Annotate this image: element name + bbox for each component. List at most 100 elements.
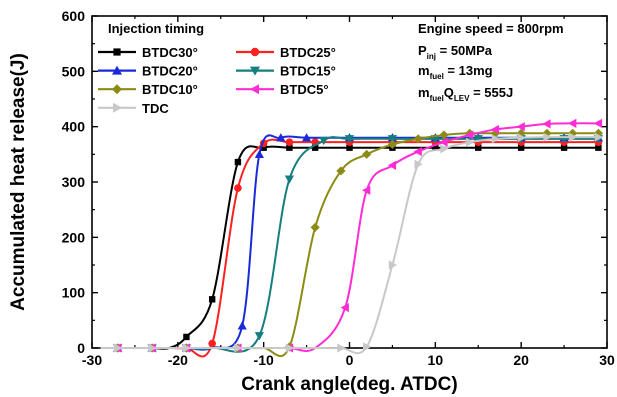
series-6-point — [440, 144, 449, 154]
annotation-line: mfuelQLEV = 555J — [418, 85, 513, 103]
series-4-point — [568, 128, 578, 138]
annotation-continuation: = 50MPa — [436, 43, 493, 58]
series-5-point — [413, 146, 422, 157]
legend-label: BTDC25° — [280, 45, 336, 60]
series-5-point — [387, 160, 397, 170]
series-0-line — [100, 145, 599, 350]
series-1 — [100, 138, 603, 358]
series-6-point — [517, 133, 526, 143]
series-6-line — [100, 136, 599, 355]
series-6-point — [594, 132, 604, 142]
series-6-point — [388, 260, 398, 270]
annotation-main: m — [418, 85, 430, 100]
series-0-point — [517, 144, 525, 151]
x-axis-title: Crank angle(deg. ATDC) — [241, 374, 457, 395]
annotation-continuation: = 13mg — [444, 63, 493, 78]
legend-title: Injection timing — [108, 21, 204, 36]
legend-label: BTDC15° — [280, 64, 336, 79]
series-0-point — [311, 144, 319, 151]
series-0-point — [260, 144, 267, 151]
series-3-line — [100, 136, 599, 353]
x-tick-label: -30 — [82, 352, 102, 368]
series-6-point — [285, 343, 295, 353]
series-6-point — [114, 343, 123, 353]
annotation-line: mfuel = 13mg — [418, 63, 493, 81]
legend-item-3: BTDC15° — [236, 64, 336, 79]
series-5-point — [542, 119, 551, 129]
series-6-point — [543, 132, 552, 142]
x-tick-label: -10 — [254, 352, 274, 368]
legend-item-1: BTDC25° — [236, 45, 336, 60]
legend-item-2: BTDC20° — [98, 64, 198, 79]
annotation-subscript: LEV — [454, 94, 470, 103]
series-1-line — [100, 138, 599, 358]
series-3-point — [344, 135, 355, 144]
series-group — [100, 118, 604, 358]
x-tick-label: 0 — [346, 352, 354, 368]
series-5-point — [516, 122, 525, 132]
series-5-point — [568, 118, 577, 128]
series-2 — [100, 133, 604, 352]
series-6 — [100, 132, 604, 355]
legend-swatch-marker — [113, 102, 122, 113]
x-tick-label: -20 — [168, 352, 188, 368]
annotation-line: Pinj = 50MPa — [418, 43, 493, 61]
series-3-point — [254, 332, 264, 341]
series-3-point — [319, 136, 329, 146]
series-2-point — [237, 321, 247, 330]
series-6-point — [337, 343, 346, 353]
legend-item-6: TDC — [98, 101, 169, 116]
legend-label: BTDC20° — [142, 64, 198, 79]
annotation-main: Engine speed = 800rpm — [418, 21, 564, 36]
series-3-point — [387, 135, 398, 144]
axes — [91, 15, 608, 349]
series-5-point — [490, 124, 500, 135]
series-5-point — [362, 185, 371, 195]
series-4-point — [336, 166, 346, 176]
series-5 — [100, 118, 603, 353]
series-1-point — [208, 339, 216, 348]
series-4-point — [439, 130, 449, 140]
series-0-point — [560, 144, 568, 151]
legend-swatch-marker — [112, 65, 122, 75]
series-6-point — [362, 342, 372, 352]
annotation-subscript: fuel — [430, 94, 444, 103]
annotation-subscript: fuel — [430, 72, 444, 81]
series-6-point — [414, 159, 423, 169]
series-3-point — [473, 135, 483, 144]
y-tick-label: 200 — [62, 229, 86, 245]
series-2-point — [301, 133, 312, 142]
x-tick-label: 20 — [513, 352, 529, 368]
legend-swatch-marker — [113, 48, 121, 56]
series-4-point — [516, 128, 526, 138]
series-0 — [100, 144, 602, 352]
series-6-point — [568, 132, 578, 142]
annotations: Engine speed = 800rpm Pinj = 50MPa mfuel =… — [418, 21, 564, 103]
series-4-point — [310, 222, 320, 232]
legend-swatch-marker — [250, 66, 260, 76]
series-5-point — [439, 137, 448, 147]
series-4-point — [362, 149, 372, 159]
y-axis-title: Accumulated heat release(J) — [8, 53, 29, 311]
series-4-point — [387, 139, 398, 149]
series-5-point — [340, 303, 349, 313]
legend-item-4: BTDC10° — [98, 82, 198, 97]
series-0-point — [183, 333, 190, 341]
y-tick-label: 0 — [77, 340, 85, 356]
series-1-point — [285, 138, 294, 146]
series-5-line — [100, 122, 599, 352]
series-2-point — [254, 149, 264, 159]
series-6-point — [234, 343, 243, 353]
y-tick-label: 100 — [62, 285, 86, 301]
legend-item-5: BTDC5° — [236, 82, 329, 97]
series-4-point — [542, 128, 552, 138]
legend-label: BTDC10° — [142, 82, 198, 97]
series-0-point — [286, 144, 293, 151]
series-0-point — [475, 144, 482, 151]
series-5-point — [593, 118, 603, 128]
series-3 — [100, 135, 604, 353]
x-tick-label: 30 — [599, 352, 615, 368]
legend-label: BTDC30° — [142, 45, 198, 60]
